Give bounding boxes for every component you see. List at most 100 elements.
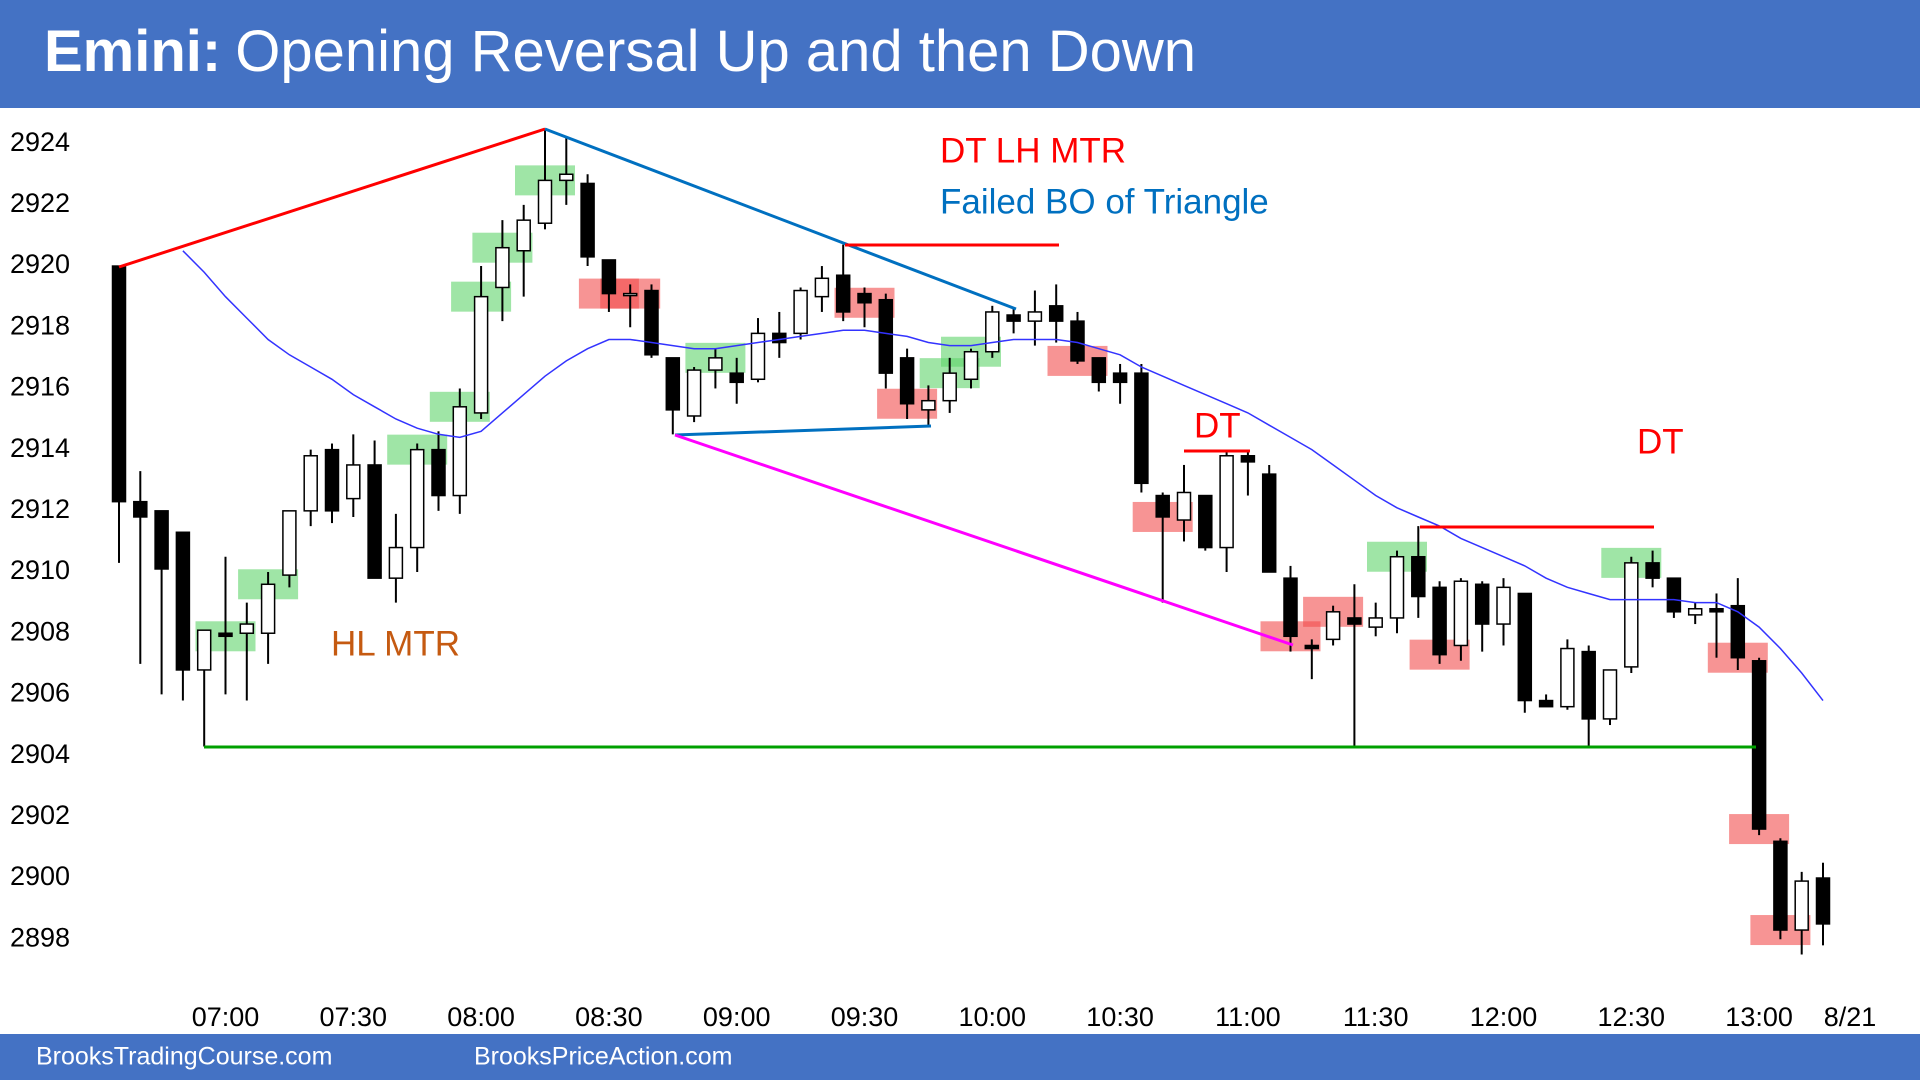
candle-body — [431, 448, 446, 497]
x-tick-label: 08:30 — [575, 1002, 643, 1032]
x-tick-label: 12:30 — [1598, 1002, 1666, 1032]
annotation: DT — [1637, 422, 1684, 461]
candle-body — [1176, 491, 1192, 521]
candle-body — [1581, 650, 1596, 720]
candle-body — [899, 357, 915, 405]
annotation: HL MTR — [331, 624, 460, 663]
candle-body — [750, 332, 766, 381]
candle-body — [1687, 608, 1703, 616]
x-tick-label: 13:00 — [1725, 1002, 1793, 1032]
candle-body — [1198, 494, 1213, 549]
candle-body — [985, 311, 1000, 353]
y-tick-label: 2914 — [10, 433, 70, 463]
candle-body — [1389, 555, 1405, 619]
x-tick-label: 10:00 — [959, 1002, 1027, 1032]
candle-body — [1773, 840, 1788, 931]
candle-body — [1602, 669, 1618, 720]
candle-body — [1709, 608, 1724, 613]
highlights — [195, 165, 1811, 946]
candle-body — [196, 629, 212, 671]
x-tick-label: 07:30 — [320, 1002, 388, 1032]
candle-body — [1411, 555, 1426, 598]
candle-body — [772, 332, 787, 344]
y-tick-label: 2906 — [10, 678, 70, 708]
y-tick-label: 2920 — [10, 249, 70, 279]
candle-body — [1794, 880, 1809, 931]
y-tick-label: 2910 — [10, 555, 70, 585]
candle-body — [1325, 611, 1341, 641]
candle-body — [1112, 372, 1128, 384]
candle-body — [516, 219, 531, 252]
candle-body — [1048, 305, 1064, 322]
candle-body — [111, 265, 127, 503]
candle-body — [452, 406, 468, 497]
candle-body — [1261, 473, 1277, 573]
candle-body — [133, 500, 148, 518]
candle-body — [686, 369, 702, 417]
candle-body — [921, 399, 936, 411]
candle-body — [260, 583, 276, 634]
candle-body — [1496, 586, 1511, 625]
candle-body — [1027, 311, 1043, 322]
candle-body — [1730, 604, 1746, 659]
candle-body — [473, 295, 489, 414]
candle-body — [346, 464, 361, 500]
candles — [111, 128, 1831, 955]
candle-body — [1751, 660, 1767, 830]
x-tick-label: 12:00 — [1470, 1002, 1538, 1032]
y-tick-label: 2900 — [10, 861, 70, 891]
trend-line — [544, 127, 1017, 311]
candle-body — [388, 546, 404, 579]
x-tick-label: 09:00 — [703, 1002, 771, 1032]
candle-body — [154, 510, 169, 570]
candle-body — [495, 246, 510, 289]
candle-body — [1134, 372, 1149, 485]
candle-body — [1432, 586, 1447, 656]
candle-body — [239, 623, 255, 634]
trend-lines — [118, 127, 1756, 749]
candle-body — [1304, 644, 1320, 650]
candle-body — [282, 510, 297, 576]
candle-body — [324, 448, 340, 512]
candle-body — [729, 372, 744, 384]
candle-body — [1283, 577, 1298, 638]
title-prefix: Emini: — [44, 19, 221, 84]
trend-line — [118, 127, 546, 269]
annotation: DT LH MTR — [940, 131, 1126, 170]
annotation: Failed BO of Triangle — [940, 182, 1269, 221]
candle-body — [1240, 455, 1256, 463]
y-tick-label: 2922 — [10, 188, 70, 218]
candle-body — [1666, 577, 1682, 613]
y-tick-label: 2908 — [10, 616, 70, 646]
candle-body — [367, 464, 382, 579]
candle-body — [1474, 583, 1490, 625]
candle-body — [537, 179, 553, 224]
trend-line — [674, 424, 932, 437]
date-label: 8/21 — [1824, 1002, 1877, 1032]
candle-body — [1517, 592, 1533, 702]
candle-body — [708, 357, 723, 371]
candle-body — [409, 448, 425, 549]
candle-body — [1219, 455, 1234, 549]
x-tick-label: 09:30 — [831, 1002, 899, 1032]
annotation: DT — [1194, 406, 1241, 445]
x-tick-label: 11:00 — [1215, 1002, 1281, 1032]
x-tick-label: 07:00 — [192, 1002, 260, 1032]
y-tick-label: 2918 — [10, 310, 70, 340]
candle-body — [1006, 314, 1021, 322]
chart-title: Emini: Opening Reversal Up and then Down — [44, 19, 1196, 84]
candle-body — [218, 632, 233, 638]
candle-body — [303, 455, 318, 512]
moving-average — [182, 250, 1824, 702]
footer-text: BrooksTradingCourse.com — [36, 1043, 332, 1071]
footer-bar — [0, 1034, 1920, 1080]
candle-body — [1091, 357, 1107, 384]
candle-body — [1070, 320, 1085, 362]
candle-body — [963, 350, 979, 381]
candle-body — [1155, 494, 1170, 518]
y-tick-label: 2924 — [10, 127, 70, 157]
candle-body — [878, 298, 894, 374]
candle-body — [1624, 562, 1639, 668]
candle-body — [1645, 562, 1660, 579]
